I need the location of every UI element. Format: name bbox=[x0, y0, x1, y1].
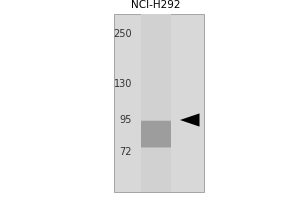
Text: 95: 95 bbox=[120, 115, 132, 125]
Polygon shape bbox=[180, 113, 200, 127]
Bar bbox=[141, 14, 171, 192]
Bar bbox=[114, 14, 204, 192]
Ellipse shape bbox=[145, 155, 167, 161]
Text: 250: 250 bbox=[113, 29, 132, 39]
Text: 130: 130 bbox=[114, 79, 132, 89]
Text: NCI-H292: NCI-H292 bbox=[131, 0, 181, 10]
Ellipse shape bbox=[142, 146, 170, 158]
Text: 72: 72 bbox=[119, 147, 132, 157]
